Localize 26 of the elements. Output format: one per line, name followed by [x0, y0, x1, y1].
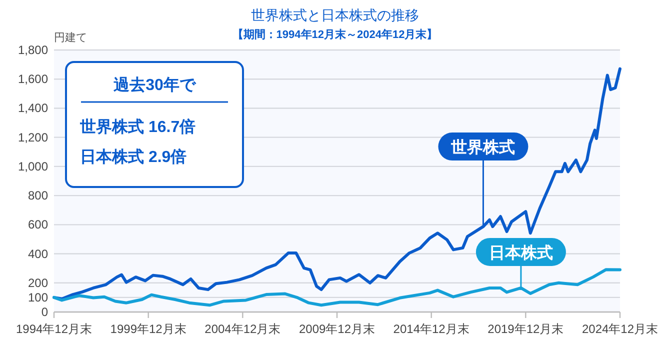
x-tick-label: 2004年12月末 [204, 322, 281, 336]
chart-title: 世界株式と日本株式の推移 [251, 7, 419, 23]
series-label: 日本株式 [488, 244, 553, 262]
annotation: 世界株式 16.7倍 [79, 118, 196, 136]
annotation: 日本株式 2.9倍 [80, 148, 187, 166]
y-tick-label: 1,800 [18, 43, 48, 57]
x-tick-label: 2019年12月末 [488, 322, 564, 336]
y-tick-label: 1,000 [18, 159, 48, 174]
chart-subtitle: 【期間：1994年12月末～2024年12月末】 [232, 28, 438, 41]
y-tick-label: 400 [28, 246, 48, 261]
y-axis-title: 円建て [54, 31, 87, 44]
y-tick-label: 1,200 [18, 130, 48, 144]
y-tick-label: 600 [28, 218, 48, 232]
y-tick-label: 200 [28, 276, 48, 290]
x-tick-label: 1999年12月末 [110, 322, 186, 336]
y-tick-label: 0 [41, 305, 48, 319]
x-tick-label: 2009年12月末 [298, 322, 376, 336]
y-tick-label: 800 [28, 188, 48, 203]
y-tick-label: 100 [28, 290, 48, 304]
y-tick-label: 1,600 [18, 72, 48, 86]
y-tick-label: 1,400 [18, 101, 48, 116]
x-tick-label: 1994年12月末 [16, 322, 92, 336]
x-tick-label: 2014年12月末 [393, 322, 470, 336]
annotation: 過去30年で [112, 76, 196, 94]
text: 世界株式 [450, 138, 516, 157]
x-tick-label: 2024年12月末 [582, 322, 658, 336]
